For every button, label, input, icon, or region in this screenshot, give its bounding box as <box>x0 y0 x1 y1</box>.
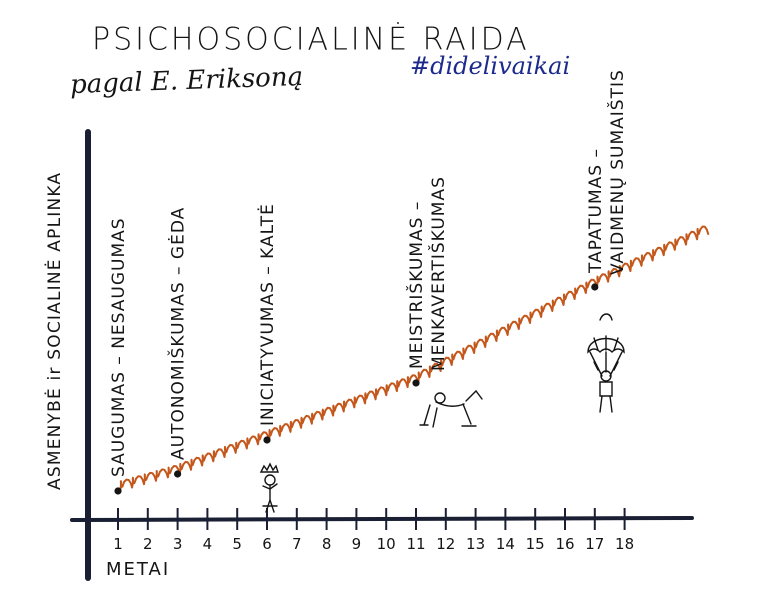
stage-point <box>114 487 122 495</box>
child-figure-icon <box>259 462 279 513</box>
hashtag: #didelivaikai <box>410 52 571 80</box>
x-tick-label: 6 <box>262 535 272 553</box>
x-tick-label: 18 <box>615 535 634 553</box>
stage-point <box>263 436 271 444</box>
x-tick-label: 2 <box>143 535 153 553</box>
x-axis <box>70 516 694 522</box>
stage-point <box>591 283 599 291</box>
stage-label: MEISTRIŠKUMAS – <box>405 201 427 369</box>
x-tick-label: 11 <box>406 535 425 553</box>
stage-markers: SAUGUMAS – NESAUGUMAS AUTONOMIŠKUMAS – GĖ… <box>109 69 628 495</box>
x-tick-label: 13 <box>466 535 485 553</box>
stage-point <box>174 470 182 478</box>
acrobat-figure-icon <box>419 389 483 428</box>
stage-label-line2: MENKAVERTIŠKUMAS <box>427 176 449 371</box>
x-tick-label: 14 <box>496 535 515 553</box>
stage-label: AUTONOMIŠKUMAS – GĖDA <box>167 207 189 460</box>
x-tick-label: 10 <box>377 535 396 553</box>
stage-point <box>412 379 420 387</box>
x-tick-label: 1 <box>113 535 123 553</box>
x-tick-label: 12 <box>436 535 455 553</box>
development-curve <box>119 225 710 492</box>
parachute-figure-icon <box>587 313 625 413</box>
x-tick-label: 8 <box>322 535 332 553</box>
x-tick-label: 4 <box>203 535 213 553</box>
page-title: PSICHOSOCIALINĖ RAIDA <box>92 21 530 58</box>
stage-label-line2: VAIDMENŲ SUMAIŠTIS <box>606 69 628 275</box>
stage-label: INICIATYVUMAS – KALTĖ <box>257 203 278 426</box>
x-tick-label: 9 <box>352 535 362 553</box>
x-ticks: 1 2 3 4 5 6 7 8 9 10 11 12 13 14 15 16 17 18 <box>113 508 634 553</box>
x-tick-label: 5 <box>232 535 242 553</box>
x-tick-label: 16 <box>555 535 574 553</box>
x-tick-label: 3 <box>173 535 183 553</box>
stage-label: TAPATUMAS – <box>586 148 606 274</box>
x-axis-label: METAI <box>106 559 170 580</box>
x-tick-label: 15 <box>526 535 545 553</box>
y-axis-label: ASMENYBĖ ir SOCIALINĖ APLINKA <box>44 172 65 490</box>
x-tick-label: 17 <box>585 535 604 553</box>
x-tick-label: 7 <box>292 535 302 553</box>
stage-label: SAUGUMAS – NESAUGUMAS <box>109 217 129 477</box>
